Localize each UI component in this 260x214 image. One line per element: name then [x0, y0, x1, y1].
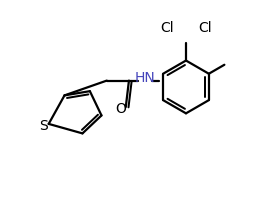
Text: Cl: Cl	[198, 21, 212, 35]
Text: S: S	[39, 119, 48, 133]
Text: Cl: Cl	[160, 21, 174, 35]
Text: O: O	[115, 102, 126, 116]
Text: HN: HN	[135, 71, 156, 85]
